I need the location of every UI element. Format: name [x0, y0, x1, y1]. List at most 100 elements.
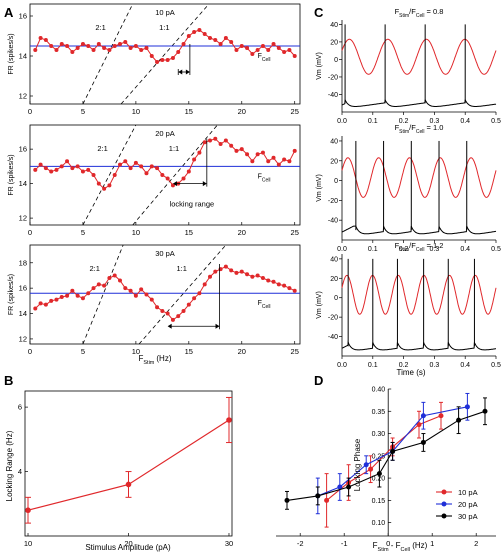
y-tick-label: 14 — [19, 52, 27, 61]
firing-rate-point — [70, 50, 75, 54]
firing-rate-point — [186, 34, 191, 38]
x-tick-label: 15 — [185, 347, 193, 356]
firing-rate-point — [192, 157, 197, 162]
firing-rate-point — [33, 306, 38, 311]
panel-letter-d: D — [314, 373, 323, 388]
y-tick-label: 0.40 — [372, 387, 386, 394]
x-tick-label: 0 — [386, 539, 390, 548]
firing-rate-point — [133, 160, 138, 165]
range-arrowhead-left — [172, 181, 177, 187]
y-tick-label: -40 — [328, 334, 338, 341]
panel-c-plot-3: -40 -20 0 20 40 0.0 0.1 0.2 0.3 0.4 0.5 Vm (mV) FSti… — [316, 241, 501, 369]
firing-rate-point — [181, 176, 186, 181]
firing-rate-point — [186, 302, 191, 307]
data-point — [390, 448, 396, 454]
panel-a: 0 5 10 15 20 25 12 14 16 10 pA FR (spikes/s) 2:1 1:1… — [8, 3, 301, 356]
x-tick-label: 20 — [238, 228, 246, 237]
y-tick-label: 0.25 — [372, 453, 386, 460]
firing-rate-point — [208, 138, 212, 143]
fcell-label: FCell — [258, 173, 271, 183]
firing-rate-point — [75, 164, 80, 169]
firing-rate-point — [123, 286, 128, 291]
panel-d-ylabel: Locking Phase — [353, 438, 362, 491]
firing-rate-point — [239, 147, 244, 152]
firing-rate-point — [75, 293, 80, 298]
firing-rate-point — [43, 302, 48, 307]
x-tick-label: 0.0 — [337, 362, 347, 369]
firing-rate-point — [197, 150, 202, 155]
firing-rate-point — [70, 288, 75, 293]
firing-rate-point — [165, 311, 170, 316]
x-tick-label: 25 — [291, 347, 299, 356]
firing-rate-point — [128, 166, 133, 171]
firing-rate-point — [170, 317, 175, 322]
firing-rate-point — [266, 159, 271, 164]
data-point — [315, 493, 321, 499]
x-tick-label: 0.5 — [491, 246, 501, 253]
firing-rate-point — [49, 169, 54, 174]
firing-rate-point — [59, 42, 64, 46]
firing-rate-point — [255, 152, 260, 157]
panel-c-plot-1: -40 -20 0 20 40 0.0 0.1 0.2 0.3 0.4 0.5 Vm (mV) FSti… — [316, 7, 501, 125]
firing-rate-point — [65, 159, 70, 164]
legend-label: 10 pA — [458, 488, 478, 497]
y-axis-label: Vm (mV) — [316, 291, 323, 319]
firing-rate-point — [102, 283, 107, 288]
firing-rate-point — [91, 173, 96, 177]
data-point — [376, 471, 382, 477]
firing-rate-point — [287, 286, 292, 291]
locking-line-1-1 — [138, 245, 227, 344]
panel-a-plot-2: 0 5 10 15 20 25 12 14 16 20 pA FR (spikes/s) 2:1 1:1… — [8, 124, 301, 237]
panel-a-plot-3: 0 5 10 15 20 25 12 14 16 18 30 pA FR (spikes/s) 2:1 1… — [8, 244, 301, 356]
plot-frame — [29, 244, 301, 345]
firing-rate-point — [287, 159, 292, 164]
y-tick-label: 18 — [19, 258, 27, 267]
firing-rate-point — [223, 36, 228, 40]
firing-rate-point — [282, 157, 287, 162]
x-tick-label: 0 — [28, 347, 32, 356]
plot-title: 10 pA — [155, 8, 175, 17]
membrane-trace — [341, 225, 497, 235]
x-tick-label: 0.2 — [399, 246, 409, 253]
firing-rate-point — [96, 42, 101, 46]
firing-rate-point — [38, 36, 43, 40]
firing-rate-point — [38, 162, 43, 167]
data-point — [438, 413, 444, 419]
firing-rate-point — [133, 44, 138, 48]
y-tick-label: 20 — [330, 39, 338, 46]
x-tick-label: 0.2 — [399, 362, 409, 369]
firing-rate-point — [75, 46, 80, 50]
firing-rate-point — [123, 40, 128, 44]
firing-rate-point — [33, 48, 38, 52]
locking-line-2-1 — [82, 4, 134, 104]
firing-rate-point — [192, 30, 197, 34]
y-tick-label: 0.10 — [372, 520, 386, 527]
y-axis-label: Vm (mV) — [316, 174, 323, 202]
membrane-trace — [341, 99, 497, 107]
firing-rate-point — [155, 305, 160, 310]
firing-rate-point — [139, 48, 144, 52]
firing-rate-point — [80, 169, 85, 174]
locking-line-2-1 — [82, 125, 137, 225]
firing-rate-point — [102, 46, 107, 50]
firing-rate-point — [192, 296, 197, 301]
stimulus-trace — [341, 274, 497, 315]
firing-rate-point — [276, 46, 281, 50]
y-tick-label: 12 — [19, 334, 27, 343]
firing-rate-point — [86, 291, 91, 296]
series-line — [326, 415, 442, 501]
panel-c-xlabel: Time (s) — [396, 368, 425, 377]
firing-rate-point — [250, 159, 255, 164]
y-tick-label: 0.35 — [372, 409, 386, 416]
firing-rate-point — [218, 141, 223, 146]
firing-rate-point — [80, 42, 85, 46]
y-tick-label: 20 — [330, 158, 338, 165]
firing-rate-point — [223, 138, 228, 143]
y-tick-label: 0 — [334, 57, 338, 64]
y-tick-label: 12 — [19, 214, 27, 223]
panel-d-xlabel: FStim - FCell (Hz) — [373, 541, 428, 553]
firing-rate-point — [155, 60, 160, 64]
firing-rate-point — [176, 314, 181, 319]
x-tick-label: 20 — [238, 347, 246, 356]
